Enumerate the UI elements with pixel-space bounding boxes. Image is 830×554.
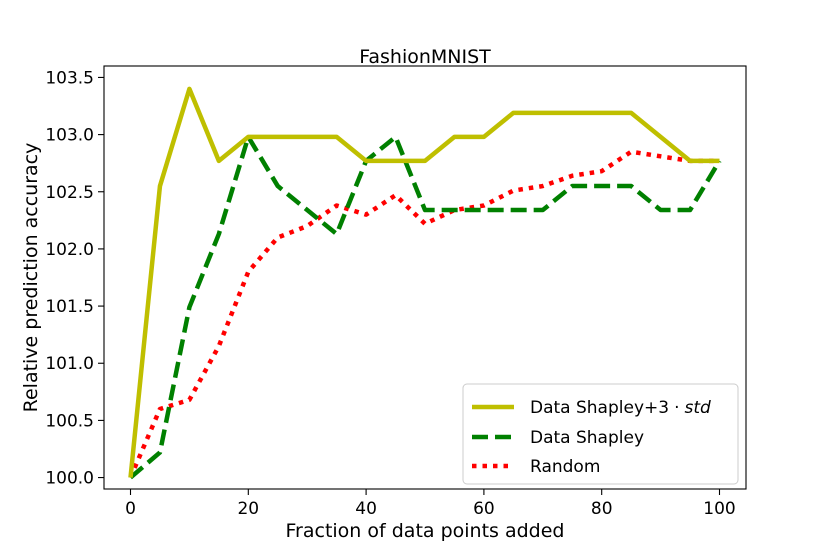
legend-label-data-shapley-std: Data Shapley+3 · std bbox=[530, 398, 711, 418]
legend-label-random: Random bbox=[530, 457, 600, 477]
x-tick-label: 0 bbox=[125, 499, 136, 519]
y-axis: 100.0 100.5 101.0 101.5 102.0 102.5 103.0 103.5 bbox=[45, 68, 104, 489]
series-line-data-shapley bbox=[129, 134, 722, 480]
y-axis-label: Relative prediction accuracy bbox=[20, 143, 42, 413]
legend: Data Shapley+3 · std Data Shapley Random bbox=[462, 383, 739, 485]
plot-lines bbox=[128, 86, 722, 480]
x-tick-label: 100 bbox=[703, 499, 735, 519]
y-tick-label: 100.0 bbox=[45, 469, 94, 489]
plot-frame bbox=[103, 65, 747, 490]
x-tick-label: 60 bbox=[473, 499, 495, 519]
series-line-data-shapley-std bbox=[128, 86, 720, 478]
y-tick-label: 100.5 bbox=[45, 411, 94, 431]
y-tick-label: 101.5 bbox=[45, 297, 94, 317]
y-tick-label: 102.5 bbox=[45, 183, 94, 203]
x-tick-label: 80 bbox=[591, 499, 613, 519]
x-tick-label: 20 bbox=[237, 499, 259, 519]
y-tick-label: 102.0 bbox=[45, 240, 94, 260]
x-axis-label: Fraction of data points added bbox=[286, 520, 565, 542]
x-tick-label: 40 bbox=[355, 499, 377, 519]
series-line-random bbox=[128, 149, 720, 479]
legend-label-data-shapley: Data Shapley bbox=[530, 428, 644, 448]
y-tick-label: 103.5 bbox=[45, 68, 94, 88]
y-tick-label: 103.0 bbox=[45, 126, 94, 146]
chart-title: FashionMNIST bbox=[359, 46, 491, 68]
legend-box bbox=[462, 383, 739, 485]
y-tick-label: 101.0 bbox=[45, 354, 94, 374]
x-axis: 0 20 40 60 80 100 bbox=[125, 489, 736, 519]
